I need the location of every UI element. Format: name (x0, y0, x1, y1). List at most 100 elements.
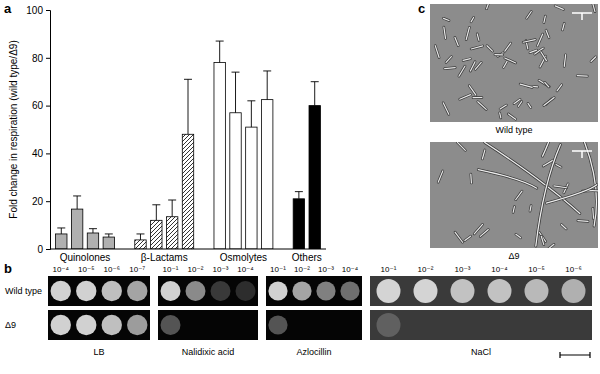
filament (536, 145, 561, 246)
error-bar (168, 200, 176, 217)
cell (516, 191, 522, 200)
dilution-label: 10⁻⁴ (491, 265, 508, 274)
cell-outline (482, 150, 485, 159)
tick-mark (46, 58, 50, 59)
cell (547, 244, 554, 248)
cell-outline (505, 43, 511, 51)
cell (435, 46, 439, 58)
error-bar (263, 71, 271, 100)
bar (135, 240, 146, 249)
cell-outline (480, 230, 488, 237)
colony-spot (316, 281, 335, 300)
filament-outline (575, 142, 597, 226)
x-axis-line (50, 249, 326, 250)
cell (474, 224, 482, 233)
cell-outline (487, 46, 492, 51)
cell-outline (478, 102, 486, 110)
colony-spot (268, 315, 287, 334)
colony-spot (127, 315, 147, 335)
cell-outline (459, 66, 465, 76)
cell (513, 207, 514, 213)
colony-spot (127, 281, 147, 301)
cell-outline (504, 61, 508, 67)
cell-outline (516, 191, 522, 200)
bar (309, 106, 320, 249)
tick-mark (46, 201, 50, 202)
panel-label: b (4, 261, 12, 276)
cell (554, 186, 567, 188)
dilution-label: 10⁻⁶ (565, 265, 581, 274)
row-label: Δ9 (5, 320, 16, 330)
cell (457, 142, 465, 150)
row-label: Wild type (5, 286, 42, 296)
bar (214, 63, 225, 249)
colony-spot (186, 281, 206, 301)
cell-outline (545, 82, 549, 87)
bar (261, 100, 272, 249)
cell (470, 174, 472, 183)
category-label: Quinolones (60, 252, 111, 263)
cell (593, 4, 595, 12)
cell (591, 57, 596, 62)
cell-outline (555, 6, 563, 10)
tick-mark (46, 249, 50, 250)
tick-label: 60 (32, 100, 44, 111)
cell (438, 171, 443, 182)
cell-outline (444, 27, 446, 38)
cell (530, 206, 531, 212)
filament (582, 191, 598, 211)
colony-spot (292, 281, 311, 300)
error-bar (73, 196, 81, 209)
colony-spot (102, 315, 122, 335)
dilution-label: 10⁻³ (455, 265, 471, 274)
scale-bar (572, 13, 592, 20)
cell-outline (505, 58, 516, 63)
cell-outline (577, 74, 587, 77)
colony-spot (51, 281, 71, 301)
bar (103, 237, 114, 249)
cell-outline (455, 37, 458, 45)
cell-outline (463, 59, 470, 61)
cell (577, 75, 587, 77)
cell-outline (500, 105, 506, 109)
tick-label: 40 (32, 148, 44, 159)
panel-label: a (4, 1, 12, 16)
cell-outline (475, 62, 481, 69)
category-label: Osmolytes (220, 252, 267, 263)
colony-spot (451, 279, 475, 303)
bar (87, 233, 98, 249)
cell (523, 40, 535, 43)
cell-outline (561, 225, 566, 229)
cell-outline (487, 4, 490, 9)
cell (487, 46, 492, 51)
cell (460, 95, 471, 100)
filament (575, 142, 597, 226)
cell-outline (457, 142, 465, 150)
cell (466, 27, 469, 39)
axis-line (46, 11, 51, 250)
dilution-label: 10⁻⁷ (129, 265, 145, 274)
colony-spot (161, 281, 181, 301)
dilution-label: 10⁻⁴ (52, 265, 69, 274)
cell-outline (539, 80, 549, 86)
cell (482, 150, 485, 159)
cell (455, 37, 458, 45)
bar (182, 134, 193, 249)
plate-label: Nalidixic acid (182, 347, 235, 357)
filament-outline (546, 185, 597, 203)
tick: 60 (32, 100, 50, 111)
tick-label: 80 (32, 53, 44, 64)
filament (546, 185, 597, 203)
cell-outline (473, 96, 482, 99)
cell (465, 236, 471, 240)
cell-outline (518, 102, 521, 107)
bar (230, 113, 241, 249)
cell (480, 230, 488, 237)
colony-spot (236, 281, 256, 301)
figure: abc020406080100Quinolonesβ-LactamsOsmoly… (0, 0, 600, 374)
error-bar (184, 79, 192, 134)
cell-outline (528, 103, 531, 107)
cell (475, 62, 481, 69)
cell-outline (523, 40, 535, 43)
plate-label: Azlocillin (296, 347, 331, 357)
